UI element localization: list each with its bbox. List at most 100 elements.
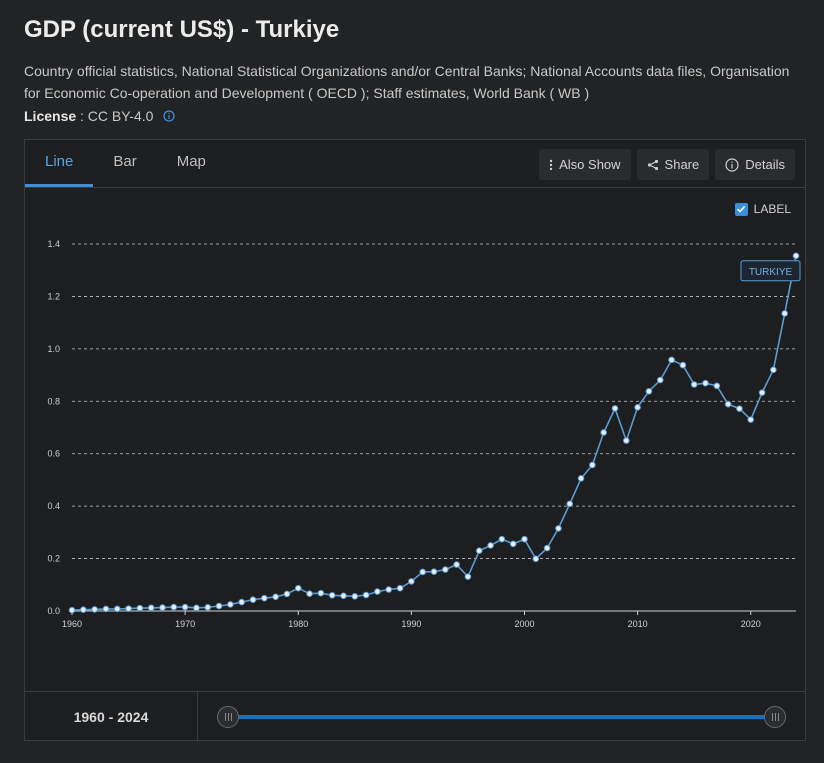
data-point [623, 437, 630, 444]
data-point [102, 605, 110, 613]
chart-tabs: Line Bar Map [25, 140, 226, 188]
share-button[interactable]: Share [636, 149, 710, 180]
data-point [306, 590, 313, 597]
data-point [419, 568, 426, 576]
data-point [385, 586, 393, 593]
range-start-handle[interactable] [217, 706, 239, 728]
data-point [227, 601, 234, 608]
data-point [80, 606, 87, 613]
chart-toolbar: Also Show Share Details [539, 149, 795, 180]
data-point [294, 584, 302, 592]
data-point [656, 376, 664, 384]
data-point [272, 593, 279, 601]
y-tick-label: 0.4 [47, 501, 60, 511]
source-text: Country official statistics, National St… [24, 63, 790, 101]
data-point [238, 598, 245, 606]
data-point [125, 605, 132, 612]
data-point [113, 605, 121, 613]
tab-map[interactable]: Map [176, 153, 206, 170]
label-toggle-text: LABEL [753, 202, 791, 216]
label-checkbox[interactable] [734, 202, 748, 216]
data-point [328, 591, 336, 599]
data-point [351, 593, 359, 600]
checkmark-icon [737, 205, 746, 213]
data-point [91, 606, 98, 613]
share-label: Share [664, 157, 700, 172]
x-tick-label: 2000 [514, 619, 534, 629]
data-point [679, 361, 687, 369]
data-point [634, 404, 641, 411]
y-tick-label: 0.2 [47, 554, 60, 564]
range-end-handle[interactable] [764, 706, 786, 728]
data-point [396, 584, 404, 592]
data-point [645, 388, 653, 395]
data-point [170, 603, 178, 611]
chart-panel: Line Bar Map Also Show Share Details LAB… [24, 139, 806, 742]
year-range-slider[interactable] [230, 715, 776, 719]
x-tick-label: 1990 [401, 619, 421, 629]
data-point [159, 604, 166, 611]
data-point [577, 475, 585, 482]
share-icon [647, 159, 658, 170]
data-point [509, 540, 517, 548]
x-tick-label: 2020 [741, 619, 761, 629]
data-point [521, 535, 528, 543]
x-tick-label: 1970 [175, 619, 195, 629]
range-separator: - [104, 709, 118, 725]
range-start: 1960 [73, 709, 105, 725]
data-point [453, 561, 460, 568]
also-show-button[interactable]: Also Show [539, 149, 631, 180]
data-point [464, 573, 472, 580]
details-button[interactable]: Details [715, 149, 795, 180]
series-line [71, 255, 797, 611]
range-footer: 1960 - 2024 [25, 691, 805, 742]
data-point [317, 589, 325, 597]
y-tick-label: 1.0 [47, 344, 60, 354]
data-point [261, 594, 268, 602]
data-point [136, 604, 144, 612]
page-title: GDP (current US$) - Turkiye [24, 16, 340, 43]
license-line: License : CC BY-4.0 [24, 108, 175, 125]
data-point [792, 252, 800, 260]
data-point [713, 382, 721, 390]
data-point [611, 405, 619, 412]
data-point [770, 366, 777, 374]
info-icon[interactable] [163, 109, 175, 125]
data-point [193, 604, 200, 612]
data-point [374, 588, 381, 595]
data-point [555, 525, 562, 532]
data-point [362, 591, 370, 599]
data-point [147, 604, 155, 612]
data-point [181, 603, 189, 611]
data-point [475, 547, 483, 555]
data-point [204, 604, 212, 611]
data-point [690, 381, 698, 388]
series-label: TURKIYE [740, 260, 801, 282]
y-tick-label: 1.2 [47, 291, 60, 301]
label-toggle[interactable]: LABEL [734, 202, 791, 216]
data-point [566, 500, 574, 508]
tab-line[interactable]: Line [25, 140, 94, 187]
data-point [758, 389, 766, 396]
x-tick-label: 2010 [628, 619, 648, 629]
data-point [600, 429, 607, 436]
series-label-box [740, 260, 801, 282]
x-tick-label: 1980 [288, 619, 308, 629]
data-point [442, 566, 449, 573]
data-point [498, 535, 506, 543]
data-point [724, 400, 732, 408]
tab-divider [25, 187, 805, 188]
tab-bar[interactable]: Bar [113, 153, 137, 170]
year-range-label: 1960 - 2024 [25, 692, 198, 742]
data-point [283, 590, 291, 598]
data-point [215, 602, 223, 610]
data-point [589, 461, 596, 469]
license-label: License [24, 108, 77, 124]
y-tick-label: 0.6 [47, 449, 60, 459]
gdp-line-chart: 0.0 0.2 0.4 0.6 0.8 1.0 1.2 1.4 1960 1970 1980 1990… [47, 239, 801, 629]
details-label: Details [745, 157, 785, 172]
data-point [430, 568, 438, 575]
y-tick-label: 0.8 [47, 396, 60, 406]
range-end: 2024 [117, 709, 149, 725]
info-circle-icon [725, 157, 739, 172]
